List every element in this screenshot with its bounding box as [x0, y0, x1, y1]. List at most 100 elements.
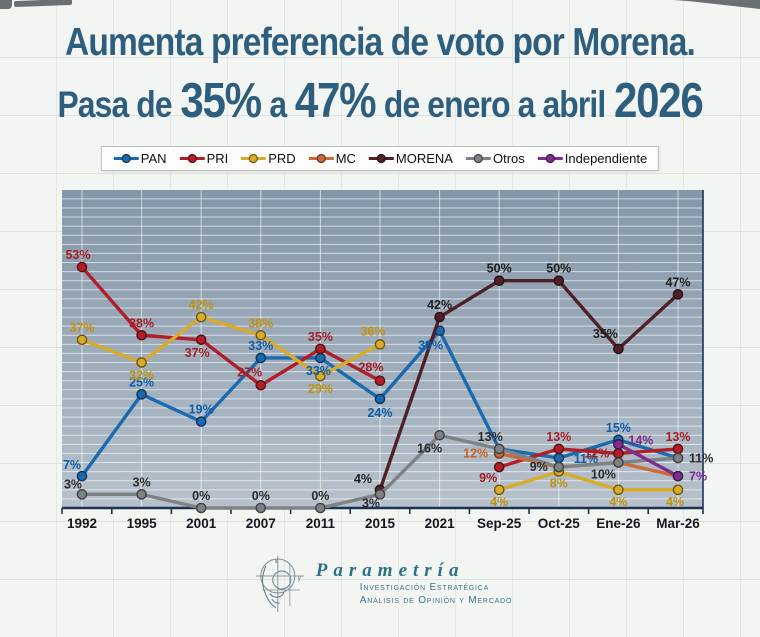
data-label: 53%	[65, 248, 90, 262]
data-label: 32%	[129, 369, 154, 383]
data-label: 47%	[665, 275, 690, 289]
title-line-2: Pasa de 35% a 47% de enero a abril 2026	[53, 73, 707, 129]
data-label: 4%	[666, 495, 684, 509]
title-line-1: Aumenta preferencia de voto por Morena.	[65, 21, 696, 64]
legend-label: PRI	[206, 151, 229, 166]
data-label: 0%	[311, 489, 329, 503]
data-label: 3%	[133, 475, 151, 489]
x-tick-label: Mar-26	[656, 516, 700, 531]
data-point	[672, 452, 684, 464]
title-year: 2026	[613, 73, 704, 128]
data-label: 37%	[69, 321, 94, 335]
data-label: 0%	[192, 489, 210, 503]
title-text-mid: a	[269, 83, 287, 125]
data-label: 4%	[609, 495, 627, 509]
series-labels-independiente: 14% 7%	[628, 433, 707, 483]
legend-marker-icon	[113, 153, 139, 164]
data-label: 38%	[248, 316, 273, 330]
data-label: 14%	[628, 433, 653, 447]
data-point	[613, 448, 624, 459]
data-point	[672, 289, 684, 300]
data-point	[493, 443, 505, 455]
data-label: 7%	[689, 470, 707, 484]
svg-text:x: x	[275, 559, 278, 565]
data-label: 37%	[185, 346, 210, 360]
scan-artifact	[674, 0, 760, 9]
brand-name: Parametría	[315, 559, 465, 581]
x-tick-label: 2021	[425, 516, 456, 531]
chart-area: 1992 1995 2001 2007 2011 2015 2021 Sep-25 Oct-25…	[40, 185, 720, 543]
legend-item-independiente: Independiente	[537, 151, 647, 166]
x-tick-label: Ene-26	[596, 516, 641, 531]
data-label: 15%	[606, 421, 631, 435]
data-label: 35%	[593, 327, 618, 341]
data-point	[493, 275, 505, 286]
data-label: 13%	[665, 430, 690, 444]
x-tick-label: 1992	[67, 516, 97, 531]
data-label: 11%	[574, 452, 598, 466]
line-chart: 1992 1995 2001 2007 2011 2015 2021 Sep-25 Oct-25…	[61, 190, 713, 531]
legend-label: MORENA	[395, 151, 453, 166]
data-point	[672, 470, 684, 482]
data-point	[434, 311, 445, 323]
legend-marker-icon	[179, 153, 205, 164]
data-label: 50%	[546, 262, 571, 276]
data-label: 42%	[427, 298, 452, 312]
series-labels-mc: 12%	[463, 446, 488, 460]
data-label: 12%	[463, 446, 488, 460]
data-label: 11%	[689, 451, 713, 465]
data-point	[613, 484, 624, 496]
data-point	[76, 261, 88, 273]
x-tick-label: Sep-25	[477, 516, 522, 531]
data-point	[315, 343, 326, 355]
legend-marker-icon	[241, 153, 267, 164]
legend-item-pri: PRI	[179, 151, 229, 166]
data-label: 39%	[418, 339, 443, 353]
data-label: 28%	[358, 361, 383, 375]
legend-label: Otros	[492, 151, 525, 166]
data-point	[613, 343, 624, 355]
legend-item-pan: PAN	[113, 151, 167, 166]
data-label: 33%	[306, 364, 331, 378]
data-point	[374, 339, 386, 350]
data-point	[493, 461, 505, 473]
legend-label: PRD	[268, 151, 296, 166]
x-tick-label: 2011	[306, 516, 336, 531]
legend-marker-icon	[465, 153, 491, 164]
data-label: 42%	[189, 298, 214, 312]
data-point	[195, 334, 207, 346]
x-axis-labels: 1992 1995 2001 2007 2011 2015 2021 Sep-25 Oct-25…	[67, 516, 700, 531]
data-point	[255, 379, 267, 391]
series-labels-pri: 53% 38% 37% 27% 35% 28% 9% 13% 12% 13%	[65, 248, 690, 485]
data-label: 33%	[248, 339, 273, 353]
scan-artifact	[13, 0, 73, 8]
legend-item-morena: MORENA	[368, 151, 453, 166]
data-label: 9%	[530, 460, 548, 474]
title-to-percent: 47%	[294, 73, 377, 128]
data-point	[434, 429, 445, 441]
x-tick-label: Oct-25	[538, 516, 581, 531]
data-point	[136, 389, 147, 400]
data-point	[76, 334, 88, 346]
data-label: 4%	[354, 472, 372, 486]
data-label: 13%	[546, 430, 571, 444]
data-point	[374, 393, 386, 405]
data-point	[315, 352, 326, 364]
parametria-logo-icon: x y	[255, 556, 304, 612]
data-label: 29%	[308, 382, 333, 396]
data-point	[136, 489, 147, 500]
footer: x y Parametría Investigación Estratégica…	[248, 554, 512, 614]
brand-tagline-1: Investigación Estratégica	[359, 582, 490, 594]
data-point	[195, 416, 207, 427]
series-labels-otros: 3% 3% 0% 0% 0% 3% 16% 13% 9% 10% 11%	[64, 430, 713, 510]
chart-title: Aumenta preferencia de voto por Morena. …	[53, 20, 707, 129]
data-label: 36%	[360, 324, 385, 338]
data-point	[553, 461, 565, 473]
data-label: 4%	[490, 495, 508, 509]
data-point	[613, 439, 624, 450]
title-text-pre: Pasa de	[57, 83, 172, 125]
legend-item-mc: MC	[308, 151, 356, 166]
legend-label: Independiente	[564, 151, 648, 166]
data-point	[76, 470, 88, 482]
